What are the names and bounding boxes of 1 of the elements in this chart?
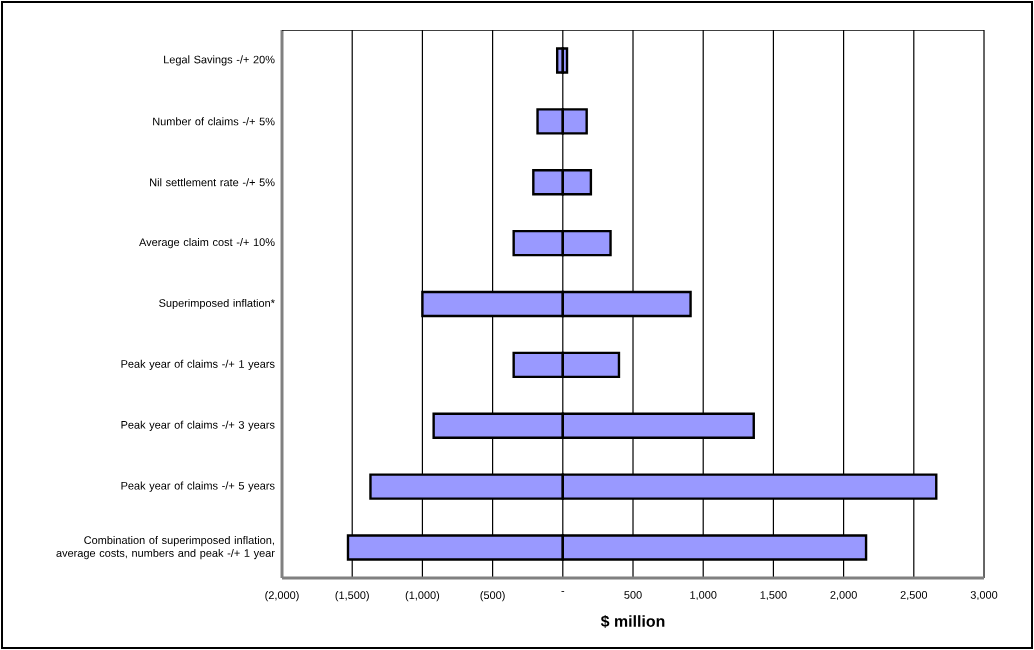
bar — [561, 47, 569, 74]
